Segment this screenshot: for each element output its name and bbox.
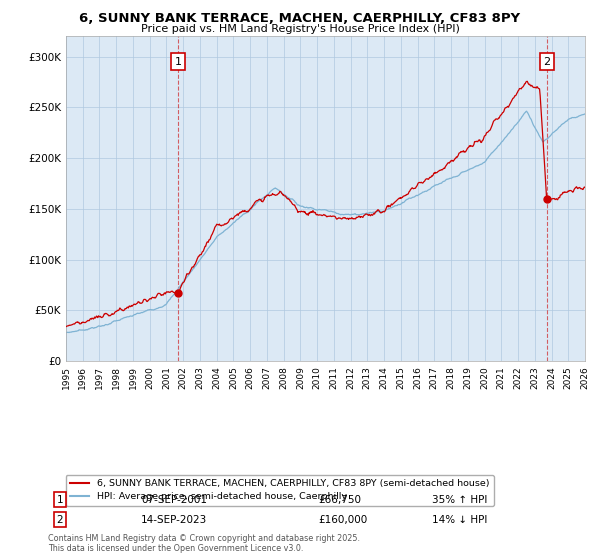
Text: 35% ↑ HPI: 35% ↑ HPI	[432, 494, 487, 505]
Text: 6, SUNNY BANK TERRACE, MACHEN, CAERPHILLY, CF83 8PY: 6, SUNNY BANK TERRACE, MACHEN, CAERPHILL…	[79, 12, 521, 25]
Text: £66,750: £66,750	[318, 494, 361, 505]
Text: Contains HM Land Registry data © Crown copyright and database right 2025.
This d: Contains HM Land Registry data © Crown c…	[48, 534, 360, 553]
Text: 14-SEP-2023: 14-SEP-2023	[141, 515, 207, 525]
Text: 2: 2	[543, 57, 550, 67]
Text: 1: 1	[175, 57, 181, 67]
Text: 2: 2	[56, 515, 64, 525]
Text: 14% ↓ HPI: 14% ↓ HPI	[432, 515, 487, 525]
Text: 07-SEP-2001: 07-SEP-2001	[141, 494, 207, 505]
Text: 1: 1	[56, 494, 64, 505]
Legend: 6, SUNNY BANK TERRACE, MACHEN, CAERPHILLY, CF83 8PY (semi-detached house), HPI: : 6, SUNNY BANK TERRACE, MACHEN, CAERPHILL…	[65, 475, 494, 506]
Text: Price paid vs. HM Land Registry's House Price Index (HPI): Price paid vs. HM Land Registry's House …	[140, 24, 460, 34]
Text: £160,000: £160,000	[318, 515, 367, 525]
